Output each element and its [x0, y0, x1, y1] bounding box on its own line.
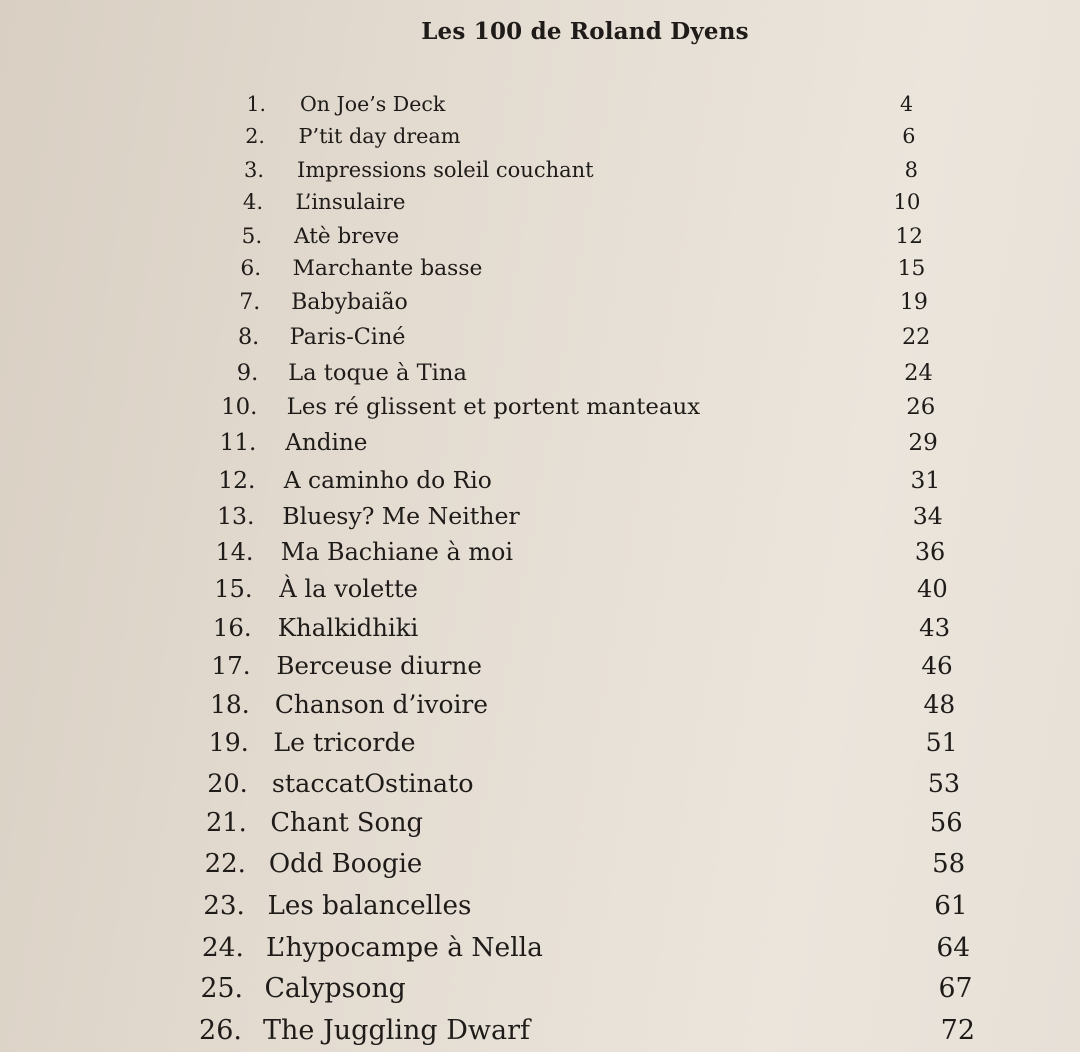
entry-number: 20. [207, 768, 248, 799]
entry-page-number: 4 [899, 92, 913, 117]
entry-title: A caminho do Rio [283, 465, 492, 494]
entry-number: 7. [239, 290, 261, 316]
entry-page-number: 58 [932, 848, 966, 879]
entry-title: Andine [285, 429, 368, 456]
entry-title: L’insulaire [295, 189, 406, 215]
entry-title: Impressions soleil couchant [297, 156, 594, 182]
entry-title: Calypsong [264, 973, 406, 1005]
entry-number: 8. [237, 324, 260, 351]
entry-title: On Joe’s Deck [300, 92, 446, 117]
entry-number: 2. [245, 124, 266, 149]
entry-number: 17. [211, 650, 251, 680]
entry-number: 5. [241, 223, 263, 249]
entry-page-number: 10 [893, 189, 921, 215]
entry-page-number: 22 [901, 324, 931, 351]
entry-page-number: 6 [902, 124, 916, 149]
entry-page-number: 12 [895, 223, 923, 249]
entry-page-number: 31 [910, 465, 941, 494]
entry-number: 18. [210, 689, 250, 719]
entry-page-number: 48 [923, 689, 956, 719]
entry-page-number: 29 [908, 429, 938, 456]
entry-page-number: 8 [904, 156, 918, 182]
entry-number: 13. [216, 502, 255, 531]
entry-title: staccatOstinato [271, 768, 474, 799]
entry-title: Khalkidhiki [277, 612, 419, 642]
entry-page-number: 40 [917, 575, 948, 604]
entry-title: The Juggling Dwarf [263, 1015, 531, 1047]
entry-number: 15. [214, 575, 253, 604]
entry-page-number: 64 [936, 931, 971, 963]
entry-number: 3. [244, 156, 265, 182]
entry-page-number: 51 [925, 728, 958, 758]
entry-page-number: 15 [897, 256, 926, 282]
entry-title: Berceuse diurne [276, 650, 482, 680]
entry-number: 11. [219, 429, 257, 456]
entry-number: 12. [218, 465, 256, 494]
entry-title: Babybaião [291, 290, 408, 316]
entry-number: 23. [203, 890, 245, 921]
entry-number: 1. [246, 92, 266, 117]
entry-page-number: 67 [938, 973, 973, 1005]
entry-title: Chanson d’ivoire [274, 689, 489, 719]
entry-title: Bluesy? Me Neither [282, 502, 520, 531]
entry-title: Atè breve [294, 223, 400, 249]
entry-number: 22. [204, 848, 246, 879]
entry-title: Chant Song [270, 808, 423, 839]
entry-number: 4. [242, 189, 264, 215]
entry-title: La toque à Tina [288, 360, 467, 386]
entry-title: Paris-Ciné [289, 324, 406, 351]
entry-title: Les ré glissent et portent manteaux [286, 393, 701, 420]
entry-number: 9. [236, 360, 259, 386]
entry-title: Odd Boogie [268, 848, 423, 879]
entry-number: 6. [240, 256, 262, 282]
entry-title: L’hypocampe à Nella [265, 931, 543, 963]
entry-title: P’tit day dream [298, 124, 461, 149]
entry-number: 24. [201, 931, 244, 963]
entry-page-number: 53 [927, 768, 961, 799]
entry-number: 19. [208, 728, 249, 758]
entry-page-number: 43 [919, 612, 951, 642]
entry-title: Le tricorde [273, 728, 416, 758]
entry-page-number: 72 [940, 1015, 975, 1047]
entry-page-number: 61 [934, 890, 968, 921]
entry-page-number: 56 [929, 808, 963, 839]
entry-page-number: 19 [899, 290, 928, 316]
entry-number: 14. [215, 538, 254, 567]
entry-page-number: 26 [906, 393, 936, 420]
entry-page-number: 46 [921, 650, 953, 680]
page-title: Les 100 de Roland Dyens [421, 18, 749, 45]
entry-title: À la volette [279, 575, 418, 604]
entry-number: 16. [212, 612, 252, 642]
entry-number: 26. [199, 1015, 242, 1047]
entry-page-number: 24 [904, 360, 933, 386]
entry-number: 21. [205, 808, 247, 839]
entry-title: Les balancelles [267, 890, 472, 921]
entry-number: 10. [221, 393, 258, 420]
entry-page-number: 36 [914, 538, 946, 567]
entry-title: Marchante basse [292, 256, 483, 282]
entry-number: 25. [200, 973, 243, 1005]
entry-title: Ma Bachiane à moi [280, 538, 513, 567]
entry-page-number: 34 [912, 502, 943, 531]
